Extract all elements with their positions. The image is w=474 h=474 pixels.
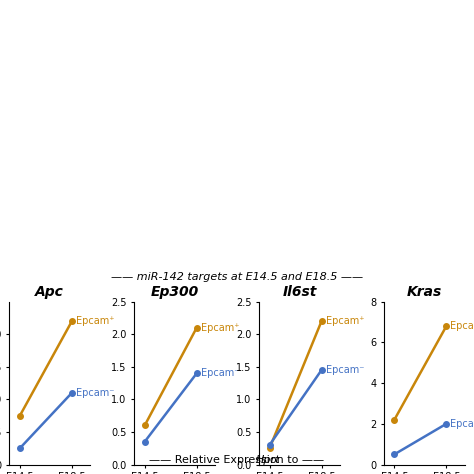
Title: Il6st: Il6st [282, 285, 317, 299]
Title: Kras: Kras [407, 285, 442, 299]
Text: Epcam⁺: Epcam⁺ [201, 323, 239, 333]
Text: Epcam⁻: Epcam⁻ [450, 419, 474, 429]
Text: Epcam⁻: Epcam⁻ [326, 365, 364, 375]
Text: —— miR-142 targets at E14.5 and E18.5 ——: —— miR-142 targets at E14.5 and E18.5 —— [111, 272, 363, 283]
Title: Ep300: Ep300 [150, 285, 199, 299]
Text: Epcam⁻: Epcam⁻ [76, 388, 114, 398]
Title: Apc: Apc [35, 285, 64, 299]
Text: Epcam⁺: Epcam⁺ [76, 316, 115, 326]
Text: Epcam⁺: Epcam⁺ [326, 316, 364, 326]
Text: —— Relative Expression to ——: —— Relative Expression to —— [149, 455, 325, 465]
Text: Hprt: Hprt [255, 455, 280, 465]
Text: Epcam⁺: Epcam⁺ [450, 321, 474, 331]
Text: Epcam⁻: Epcam⁻ [201, 368, 239, 378]
